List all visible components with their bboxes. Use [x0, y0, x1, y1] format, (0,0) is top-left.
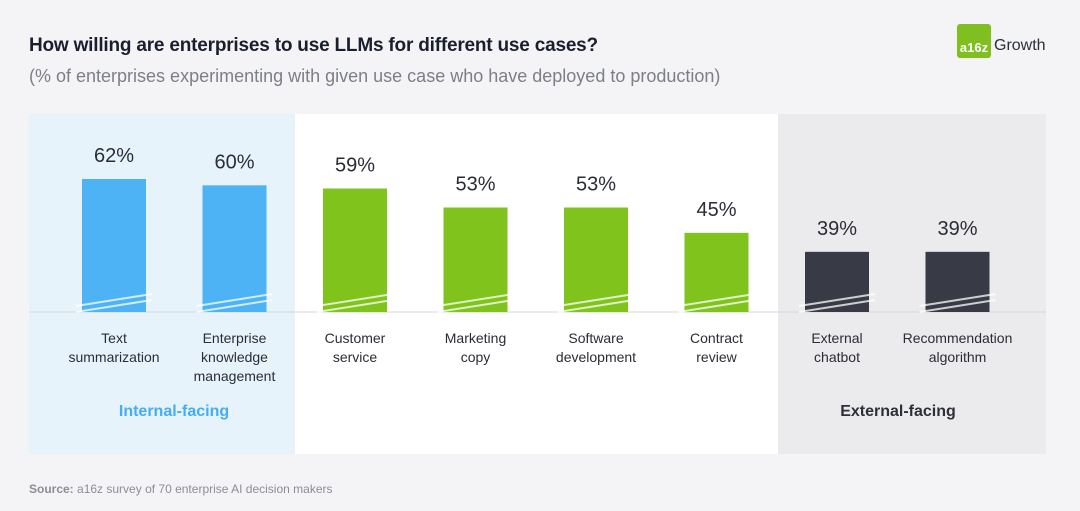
axis-break-mark	[678, 293, 755, 307]
bar	[443, 207, 508, 312]
group-label-internal: Internal-facing	[118, 403, 230, 420]
axis-break-mark	[316, 293, 394, 307]
axis-break-mark	[678, 299, 755, 313]
value-label: 60%	[214, 151, 254, 173]
category-label: Recommendation algorithm	[903, 330, 1013, 365]
value-label: 39%	[937, 218, 977, 240]
bar	[323, 188, 387, 312]
source-note: Source: a16z survey of 70 enterprise AI …	[29, 482, 333, 496]
axis-break-mark	[75, 293, 153, 307]
value-label: 45%	[696, 199, 736, 221]
category-label: Text summarization	[68, 330, 159, 365]
bar	[202, 185, 267, 312]
axis-break-mark	[437, 293, 514, 307]
bar	[564, 207, 628, 312]
axis-break-mark	[196, 299, 273, 313]
source-text: a16z survey of 70 enterprise AI decision…	[77, 482, 333, 496]
axis-break-mark	[919, 299, 996, 313]
category-label: Contract review	[690, 330, 743, 365]
category-label: Customer service	[325, 330, 386, 365]
group-label-external: External-facing	[840, 403, 956, 420]
chart-title: How willing are enterprises to use LLMs …	[29, 35, 598, 56]
category-label: Software development	[556, 330, 636, 365]
bar	[684, 232, 749, 312]
chart-subtitle: (% of enterprises experimenting with giv…	[29, 66, 721, 86]
axis-break-mark	[798, 299, 876, 313]
axis-break-mark	[75, 299, 153, 313]
category-label: Enterprise knowledge management	[194, 330, 276, 384]
value-label: 62%	[94, 145, 134, 167]
value-label: 53%	[576, 174, 616, 196]
value-label: 59%	[335, 155, 375, 177]
category-label: Marketing copy	[445, 330, 506, 365]
category-label: External chatbot	[811, 330, 862, 365]
a16z-logo-mark: a16z	[957, 24, 991, 58]
value-label: 39%	[817, 218, 857, 240]
axis-break-mark	[557, 299, 635, 313]
logo-text: Growth	[994, 37, 1046, 54]
source-label: Source:	[29, 482, 74, 496]
axis-break-mark	[437, 299, 514, 313]
axis-break-mark	[798, 293, 876, 307]
axis-break-mark	[196, 293, 273, 307]
axis-break-mark	[919, 293, 996, 307]
value-label: 53%	[455, 174, 495, 196]
axis-break-mark	[316, 299, 394, 313]
axis-break-mark	[557, 293, 635, 307]
bar	[82, 179, 146, 312]
